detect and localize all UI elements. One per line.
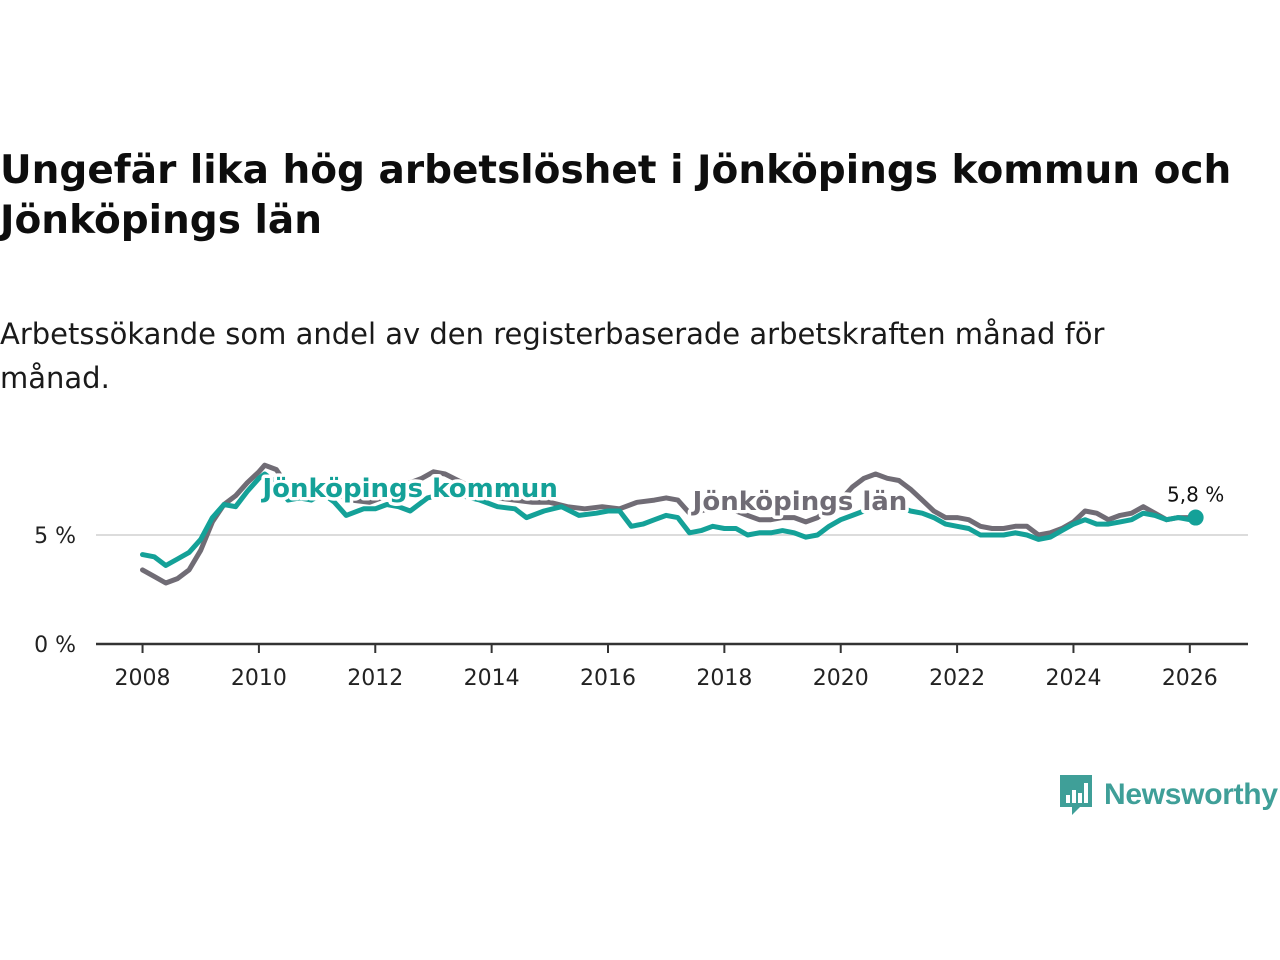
- x-tick-label: 2010: [231, 666, 287, 691]
- series-labels: Jönköpings kommun Jönköpings län: [257, 470, 911, 520]
- series-line-kommun: [140, 471, 1199, 568]
- series-label-lan: Jönköpings län: [691, 487, 908, 517]
- y-axis-ticks: 0 % 5 %: [34, 524, 76, 658]
- x-tick-label: 2026: [1162, 666, 1218, 691]
- x-tick-label: 2016: [580, 666, 636, 691]
- chart-subtitle: Arbetssökande som andel av den registerb…: [0, 317, 1105, 395]
- series-lines: [140, 462, 1199, 586]
- x-tick-label: 2024: [1045, 666, 1101, 691]
- x-axis-ticks: 2008 2010 2012 2014 2016 2018 2020 2022 2024 2026: [115, 644, 1218, 691]
- x-tick-label: 2008: [115, 666, 171, 691]
- y-tick-label: 0 %: [34, 633, 76, 658]
- end-value-label: 5,8 %: [1167, 483, 1224, 507]
- x-tick-label: 2014: [464, 666, 520, 691]
- x-tick-label: 2018: [696, 666, 752, 691]
- end-point-marker: [1187, 509, 1204, 526]
- logo-text: Newsworthy: [1104, 778, 1278, 811]
- y-tick-label: 5 %: [34, 524, 76, 549]
- x-tick-label: 2022: [929, 666, 985, 691]
- end-marker-group: 5,8 %: [1165, 480, 1227, 526]
- x-tick-label: 2020: [813, 666, 869, 691]
- series-label-kommun: Jönköpings kommun: [261, 474, 558, 504]
- x-tick-label: 2012: [347, 666, 403, 691]
- newsworthy-logo-icon: [1060, 775, 1092, 815]
- chart-title: Ungefär lika hög arbetslöshet i Jönköpin…: [0, 148, 1232, 243]
- series-line-lan: [140, 462, 1199, 586]
- newsworthy-logo: Newsworthy: [1058, 772, 1278, 818]
